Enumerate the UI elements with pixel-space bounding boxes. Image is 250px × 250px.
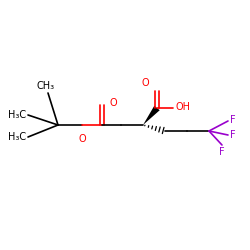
Text: CH₃: CH₃: [37, 81, 55, 91]
Text: F: F: [219, 147, 225, 157]
Text: O: O: [142, 78, 149, 88]
Text: H₃C: H₃C: [8, 132, 26, 142]
Text: O: O: [109, 98, 116, 108]
Text: F: F: [230, 115, 235, 125]
Text: F: F: [230, 130, 235, 140]
Text: H₃C: H₃C: [8, 110, 26, 120]
Text: OH: OH: [175, 102, 190, 112]
Text: O: O: [78, 134, 86, 144]
Polygon shape: [143, 106, 160, 125]
